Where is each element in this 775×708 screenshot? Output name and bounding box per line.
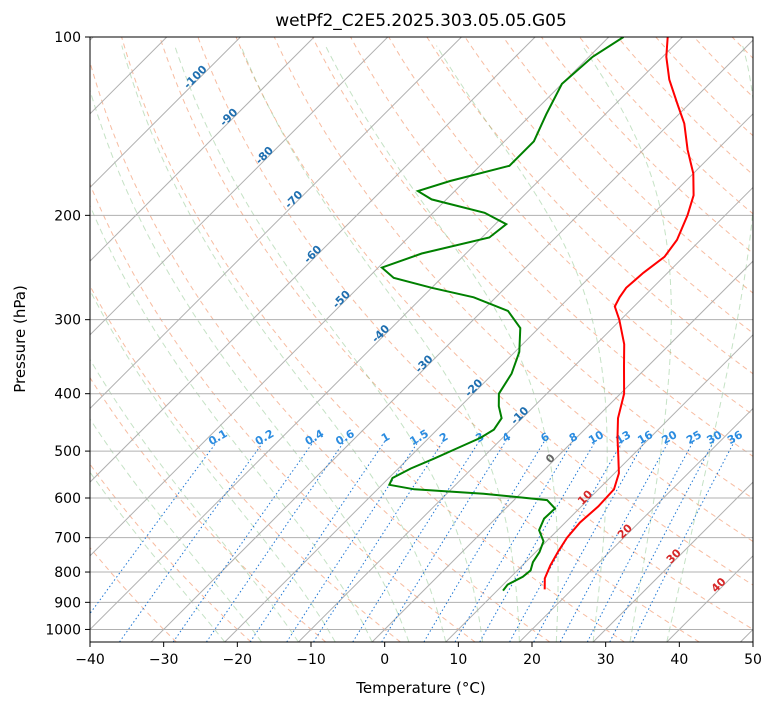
dry-adiabat-line [426,37,753,375]
y-tick-label: 900 [54,595,81,611]
moist-adiabat-line [666,45,753,642]
dry-adiabat-line [235,37,753,586]
dry-adiabat-line [90,284,401,642]
moist-adiabat-line [90,358,299,642]
y-tick-label: 800 [54,565,81,581]
isotherm-line [371,260,753,642]
temperature-profile-line [543,37,695,590]
isotherm-line [90,37,315,262]
isotherm-line [90,37,241,189]
mixing-ratio-line [632,440,736,642]
x-tick-label: 20 [523,652,541,668]
isotherm-line [592,481,753,642]
y-tick-label: 1000 [45,622,81,638]
isotherm-line [519,407,753,642]
isotherm-line [90,37,389,336]
mixing-ratio-line [286,440,420,642]
moist-adiabat-line [90,88,410,642]
x-tick-label: −20 [223,652,253,668]
y-tick-label: 200 [54,208,81,224]
mixing-ratio-line [381,440,507,642]
mixing-ratio-line [119,440,265,642]
dewpoint-profile-line [379,37,625,592]
moist-adiabat-line [324,45,559,642]
isotherm-line [90,37,462,410]
dry-adiabat-line [90,60,551,642]
plot-frame [89,36,754,643]
x-tick-label: −30 [149,652,179,668]
mixing-ratio-line [533,440,646,642]
isotherm-line [445,334,753,642]
dry-adiabat-line [388,37,753,416]
dry-adiabat-line [121,37,625,642]
mixing-ratio-line [172,440,315,642]
mixing-ratio-line [249,440,386,642]
y-tick-label: 100 [54,30,81,46]
moist-adiabat-line [121,45,447,642]
mixing-ratio-line [90,440,219,615]
mixing-ratio-line [313,440,445,642]
y-tick-label: 500 [54,444,81,460]
x-tick-label: 40 [670,652,688,668]
moist-adiabat-line [436,45,608,642]
mixing-ratio-line [509,440,624,642]
dry-adiabat-line [311,37,753,500]
x-tick-label: −10 [296,652,326,668]
isotherm-line [90,37,610,557]
y-tick-label: 700 [54,531,81,547]
axes: −40 −30 −20 −10 0 10 20 30 40 50 100 200 300 400 500 60… [45,30,762,668]
x-tick-label: 30 [597,652,615,668]
isotherm-line [90,37,683,631]
x-axis-label: Temperature (°C) [355,679,485,697]
isotherm-line [298,186,753,642]
isotherm-line [150,39,753,642]
y-axis-label: Pressure (hPa) [11,285,29,393]
mixing-ratio-line [559,440,670,642]
background-lines [90,37,753,642]
x-tick-label: 10 [449,652,467,668]
x-tick-label: 0 [380,652,389,668]
mixing-ratio-line [479,440,597,642]
x-tick-label: 50 [744,652,762,668]
profiles [379,37,695,592]
dry-adiabat-line [90,376,327,642]
dry-adiabat-line [197,37,753,630]
y-tick-label: 400 [54,387,81,403]
mixing-ratio-line [423,440,546,642]
moist-adiabat-line [90,418,262,642]
x-tick-label: −40 [75,652,105,668]
y-tick-label: 600 [54,491,81,507]
isotherm-line [90,37,536,483]
moist-adiabat-line [174,45,484,642]
mixing-ratio-line [454,440,574,642]
chart-title: wetPf2_C2E5.2025.303.05.05.G05 [275,11,567,31]
mixing-ratio-line [352,440,481,642]
y-tick-label: 300 [54,313,81,329]
isotherm-line [224,113,753,642]
